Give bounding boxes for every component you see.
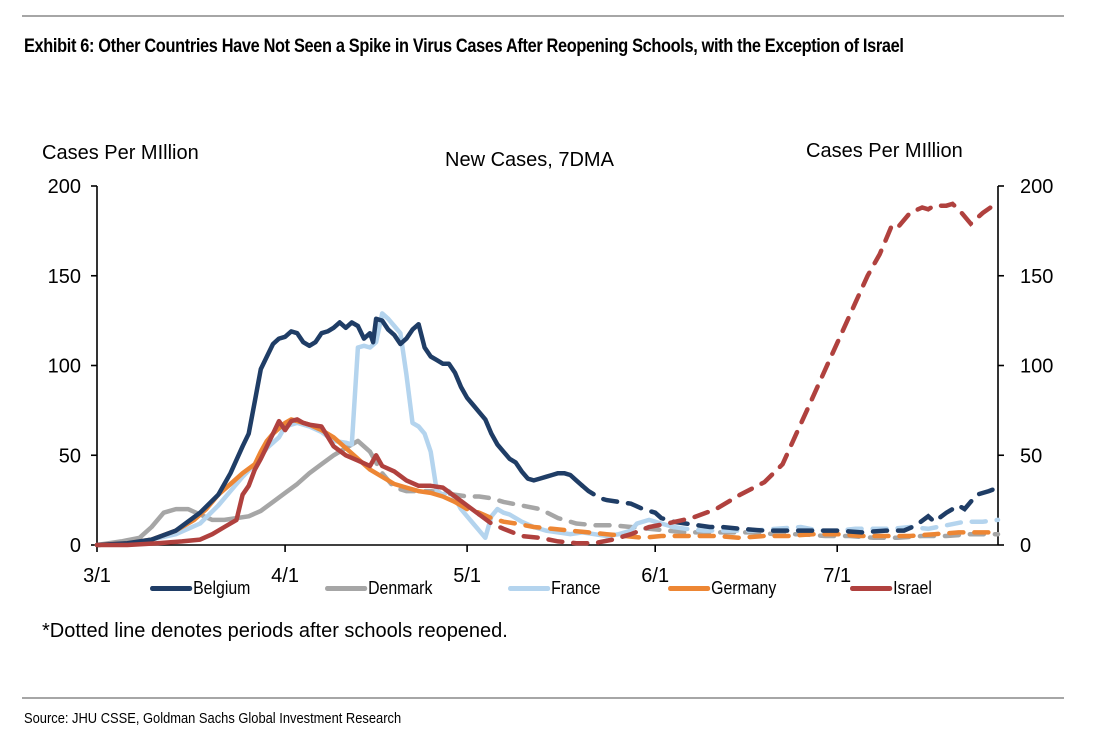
series-france — [94, 311, 1001, 548]
legend-item-france: France — [508, 578, 600, 599]
series-germany — [94, 417, 1001, 548]
axes: 0 0 50 50 100 100 150 150 200 200 3/1 4/1 5/1 6/1 7/1 — [48, 176, 1054, 587]
source-note: Source: JHU CSSE, Goldman Sachs Global I… — [24, 710, 402, 727]
line-denmark-before-reopening — [94, 438, 373, 548]
series-belgium — [94, 316, 1001, 548]
x-tick-label: 3/1 — [83, 565, 111, 587]
y-tick-label-right: 0 — [1020, 535, 1031, 557]
legend-label: France — [551, 578, 601, 598]
line-germany-after-reopening — [452, 499, 1001, 541]
x-tick-label: 4/1 — [271, 565, 299, 587]
legend-label: Denmark — [368, 578, 433, 598]
y-tick-label-left: 50 — [59, 445, 81, 467]
chart-title: New Cases, 7DMA — [445, 149, 614, 171]
legend-label: Germany — [711, 578, 777, 598]
top-rule — [22, 15, 1064, 17]
legend-item-israel: Israel — [850, 578, 932, 599]
legend-swatch — [850, 586, 893, 591]
legend-swatch — [150, 586, 193, 591]
y-tick-label-left: 0 — [70, 535, 81, 557]
line-belgium-before-reopening — [94, 316, 585, 548]
x-tick-label: 6/1 — [641, 565, 669, 587]
x-tick-label: 7/1 — [823, 565, 851, 587]
y-tick-label-left: 100 — [48, 356, 81, 378]
y-tick-label-left: 150 — [48, 266, 81, 288]
legend-item-denmark: Denmark — [325, 578, 432, 599]
y-tick-label-right: 200 — [1020, 176, 1053, 198]
footnote: *Dotted line denotes periods after schoo… — [42, 620, 508, 642]
series-israel — [94, 199, 1001, 548]
y-tick-label-right: 100 — [1020, 356, 1053, 378]
y-tick-label-right: 150 — [1020, 266, 1053, 288]
x-tick-label: 5/1 — [453, 565, 481, 587]
legend-swatch — [508, 586, 551, 591]
legend-item-germany: Germany — [668, 578, 776, 599]
series-layer — [94, 199, 1001, 548]
line-france-before-reopening — [94, 311, 676, 548]
line-israel-before-reopening — [94, 417, 482, 548]
legend-item-belgium: Belgium — [150, 578, 250, 599]
line-israel-after-reopening — [476, 199, 1001, 546]
left-axis-label: Cases Per MIllion — [42, 142, 199, 164]
y-tick-label-left: 200 — [48, 176, 81, 198]
line-belgium-after-reopening — [580, 483, 1001, 535]
exhibit-title: Exhibit 6: Other Countries Have Not Seen… — [24, 36, 904, 57]
legend-label: Belgium — [193, 578, 251, 598]
right-axis-label: Cases Per MIllion — [806, 140, 963, 162]
legend-label: Israel — [893, 578, 932, 598]
legend-swatch — [325, 586, 368, 591]
bottom-rule — [22, 697, 1064, 699]
y-tick-label-right: 50 — [1020, 445, 1042, 467]
legend-swatch — [668, 586, 711, 591]
line-france-after-reopening — [671, 517, 1001, 533]
